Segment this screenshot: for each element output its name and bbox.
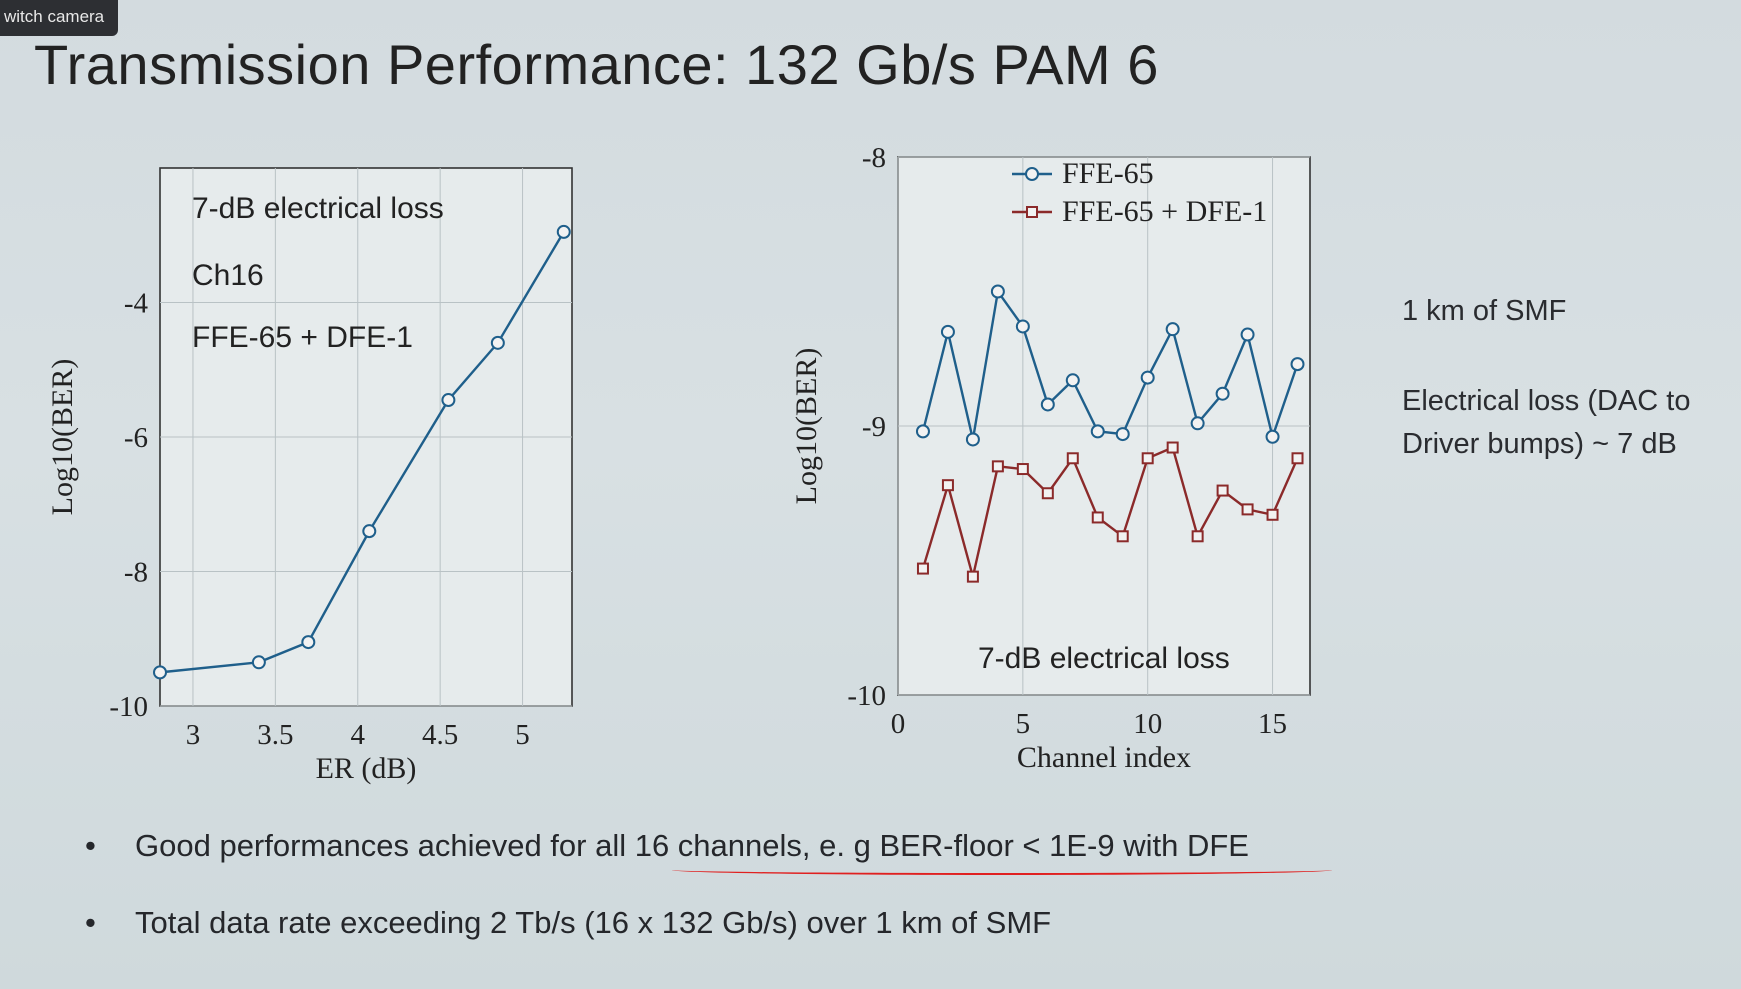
data-point — [362, 524, 377, 539]
data-point — [991, 460, 1004, 473]
x-tick-label: 3 — [186, 719, 201, 751]
data-point — [1216, 484, 1229, 497]
chart-annotation: Ch16 — [192, 259, 264, 292]
x-tick-label: 0 — [891, 708, 906, 740]
bullet-item: • Good performances achieved for all 16 c… — [85, 828, 1249, 864]
chart-annotation: FFE-65 + DFE-1 — [192, 321, 413, 354]
data-point — [1266, 508, 1279, 521]
data-point — [1066, 452, 1079, 465]
data-point — [940, 324, 955, 339]
data-point — [1115, 427, 1130, 442]
data-point — [1090, 424, 1105, 439]
legend-label: FFE-65 — [1062, 157, 1154, 190]
y-tick-label: -10 — [847, 680, 886, 712]
data-point — [556, 224, 571, 239]
data-point — [1165, 322, 1180, 337]
data-point — [1141, 452, 1154, 465]
data-point — [1040, 397, 1055, 412]
data-point — [1265, 429, 1280, 444]
bullet-dot: • — [85, 905, 96, 940]
x-tick-label: 5 — [1016, 708, 1031, 740]
data-point — [1291, 452, 1304, 465]
data-point — [1116, 530, 1129, 543]
x-tick-label: 4.5 — [422, 719, 458, 751]
data-point — [1215, 386, 1230, 401]
legend-label: FFE-65 + DFE-1 — [1062, 195, 1267, 228]
data-point — [1065, 373, 1080, 388]
data-point — [1190, 416, 1205, 431]
series-line — [921, 445, 1299, 577]
y-tick-label: -8 — [124, 557, 148, 589]
chart-annotation: 7-dB electrical loss — [192, 192, 444, 225]
data-point — [301, 635, 316, 650]
data-point — [966, 570, 979, 583]
data-point — [1140, 370, 1155, 385]
x-axis-label: ER (dB) — [316, 752, 417, 785]
bullet-text: Good performances achieved for all 16 ch… — [135, 828, 1249, 863]
bullet-dot: • — [85, 828, 96, 863]
data-point — [990, 284, 1005, 299]
legend-marker — [1026, 206, 1038, 218]
data-point — [1041, 487, 1054, 500]
chart-ber-vs-channel: 0 5 10 15 -8 -9 -10 Channel index Log10(BER) FFE-… — [790, 142, 1311, 774]
note-electrical-loss: Electrical loss (DAC to Driver bumps) ~ … — [1402, 385, 1691, 460]
data-point — [441, 393, 456, 408]
data-point — [915, 424, 930, 439]
y-tick-label: -8 — [862, 142, 886, 174]
y-axis-label: Log10(BER) — [46, 359, 79, 516]
y-tick-label: -10 — [109, 691, 148, 723]
data-point — [490, 335, 505, 350]
data-point — [1015, 319, 1030, 334]
data-point — [941, 479, 954, 492]
data-point — [1240, 327, 1255, 342]
red-underline-annotation — [672, 865, 1332, 875]
data-point — [1091, 511, 1104, 524]
chart-ber-vs-er: 3 3.5 4 4.5 5 -4 -6 -8 -10 ER (dB) Log10(BER) 7-dB … — [46, 167, 573, 785]
chart-annotation: 7-dB electrical loss — [978, 642, 1230, 675]
x-tick-label: 4 — [351, 719, 366, 751]
legend-marker — [1025, 167, 1039, 181]
data-point — [1166, 441, 1179, 454]
series-line — [921, 288, 1299, 442]
note-fiber-length: 1 km of SMF — [1402, 295, 1567, 327]
data-point — [251, 655, 266, 670]
bullet-item: • Total data rate exceeding 2 Tb/s (16 x … — [85, 905, 1051, 941]
x-tick-label: 5 — [515, 719, 530, 751]
data-point — [1191, 530, 1204, 543]
data-point — [965, 432, 980, 447]
x-axis-label: Channel index — [1017, 741, 1191, 774]
switch-camera-button[interactable]: witch camera — [0, 0, 119, 36]
y-tick-label: -9 — [862, 411, 886, 443]
bullet-text: Total data rate exceeding 2 Tb/s (16 x 1… — [135, 905, 1052, 940]
y-tick-label: -4 — [124, 288, 149, 320]
data-point — [1241, 503, 1254, 516]
x-tick-label: 10 — [1133, 708, 1162, 740]
y-tick-label: -6 — [124, 422, 148, 454]
y-axis-label: Log10(BER) — [790, 348, 823, 505]
data-point — [1290, 357, 1305, 372]
data-point — [916, 562, 929, 575]
data-point — [1016, 463, 1029, 476]
slide-title: Transmission Performance: 132 Gb/s PAM 6 — [34, 33, 1159, 96]
data-point — [153, 665, 167, 680]
x-tick-label: 15 — [1258, 708, 1287, 740]
x-tick-label: 3.5 — [257, 719, 293, 751]
